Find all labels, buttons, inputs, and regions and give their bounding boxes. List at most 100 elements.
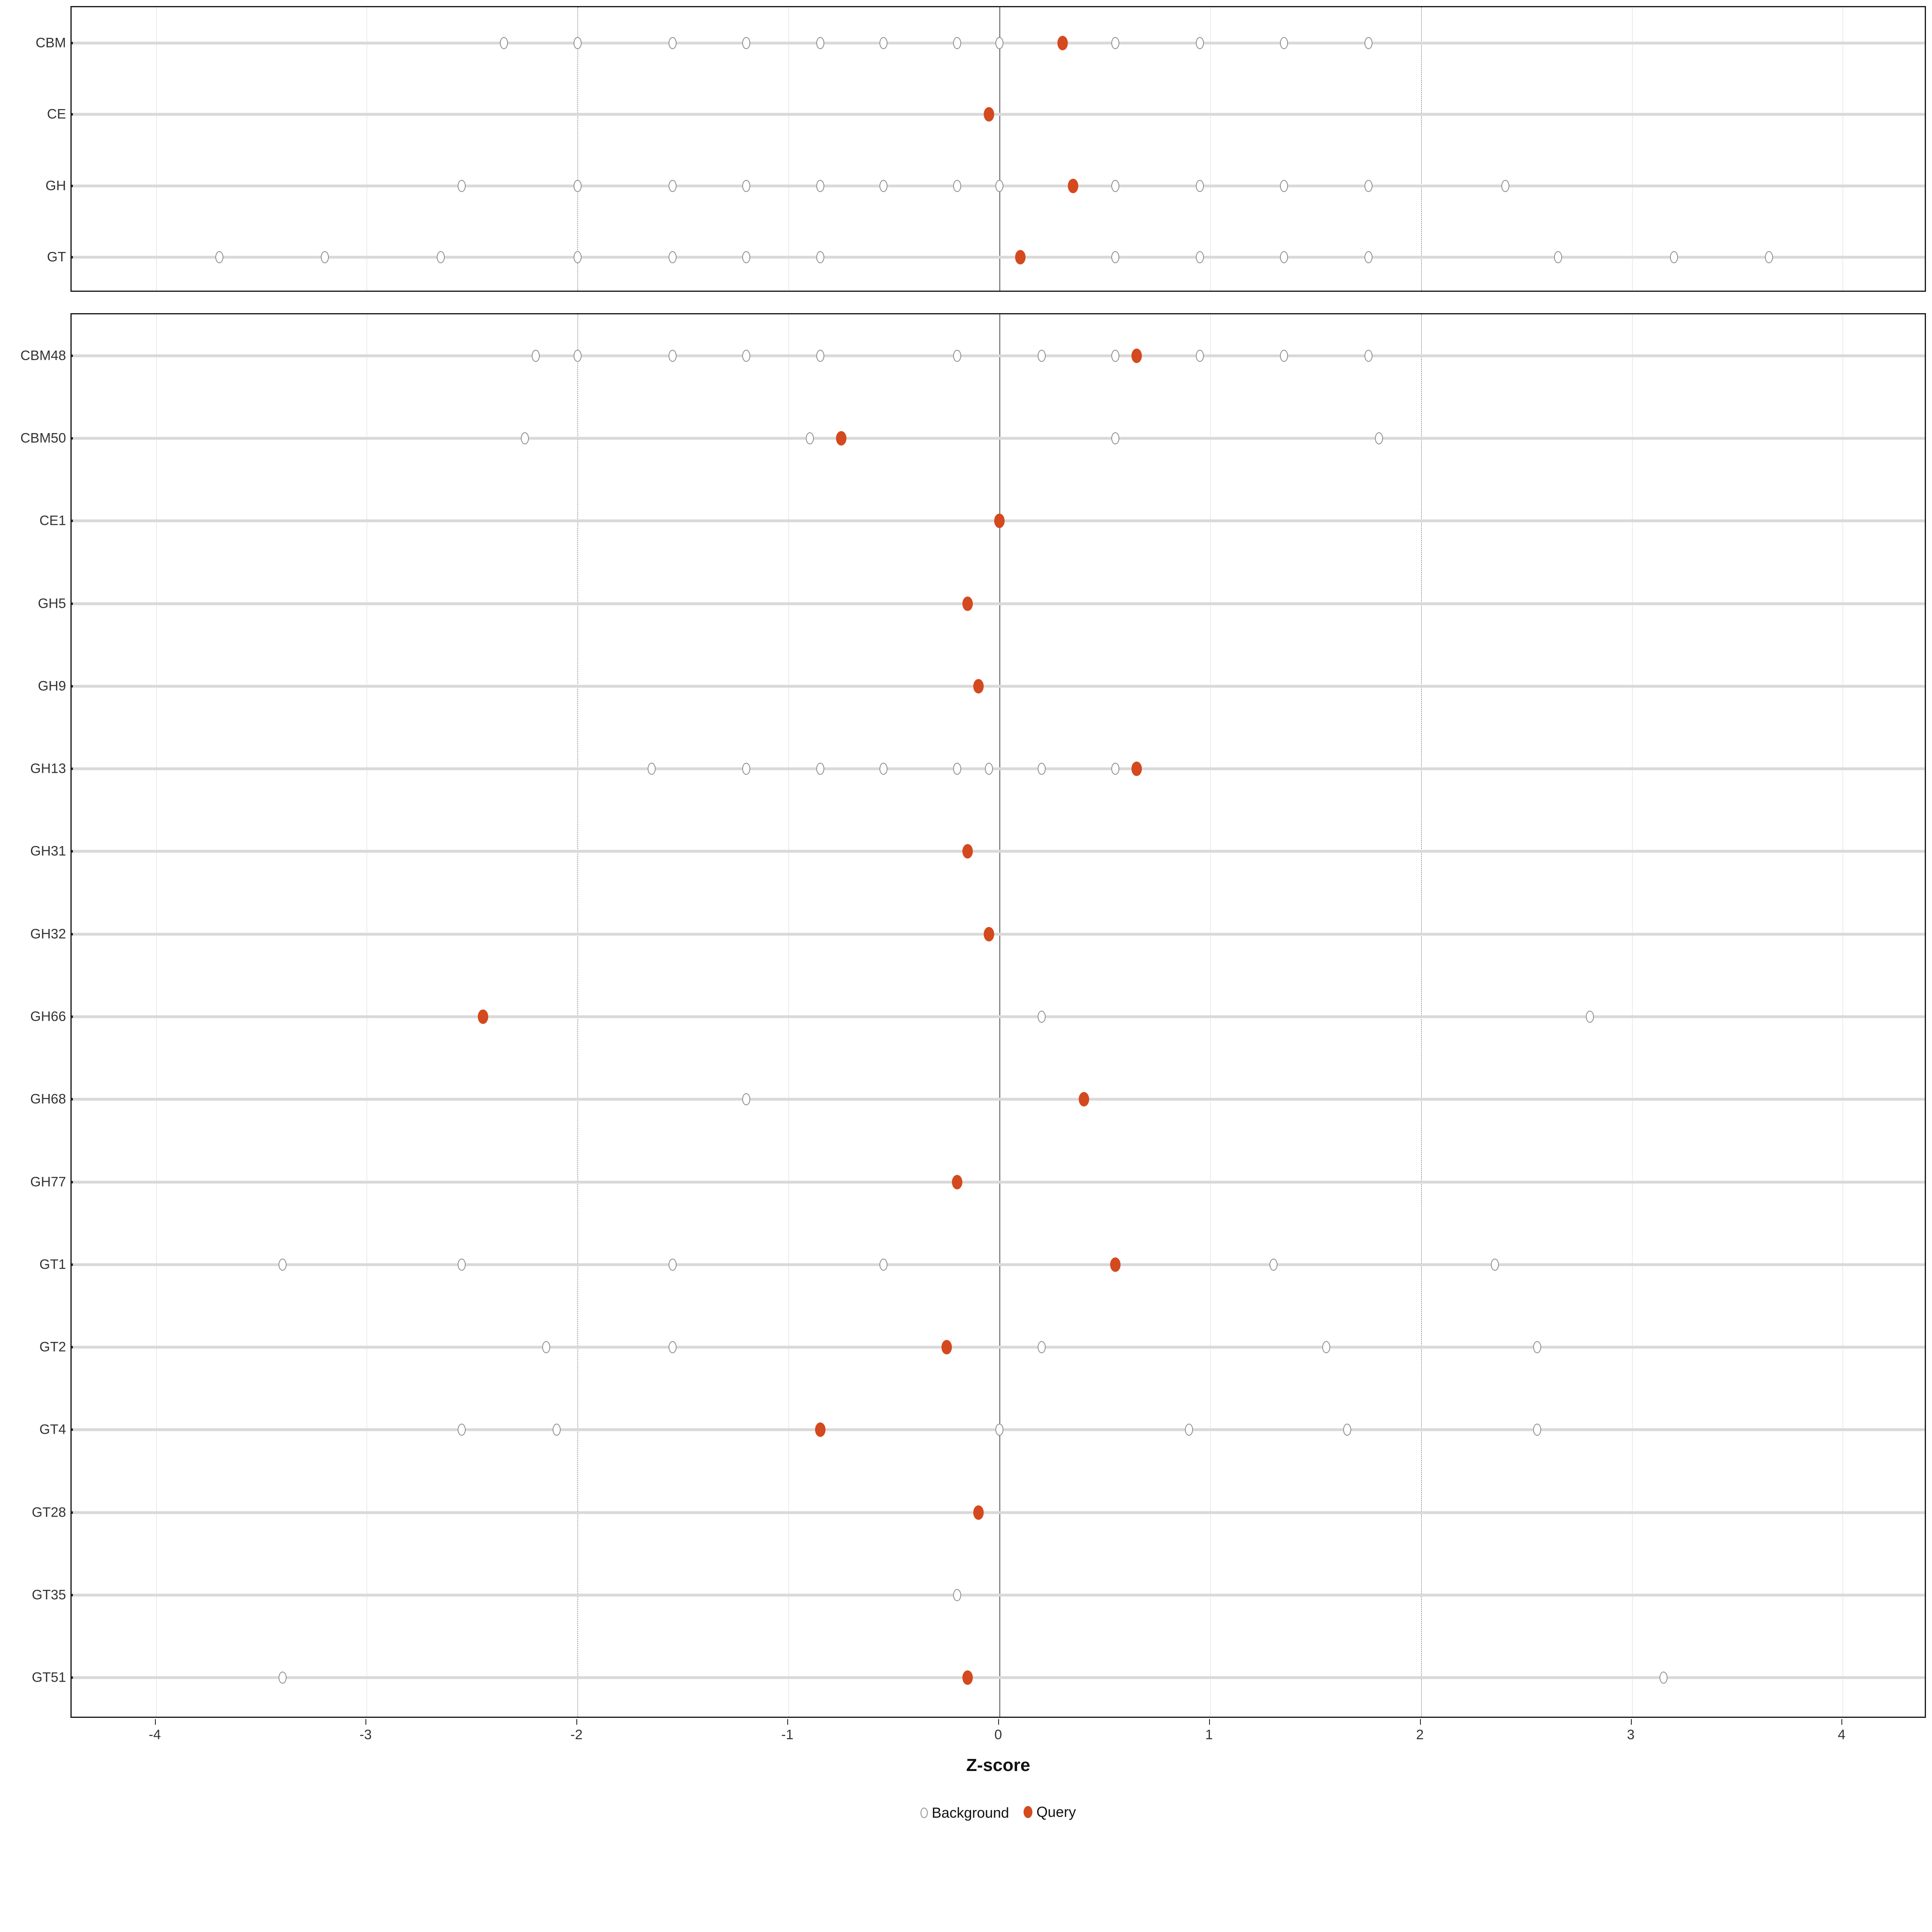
query-point-GH5-0[interactable] [962, 597, 973, 611]
query-point-CBM-0[interactable] [1057, 36, 1068, 50]
background-point-GT35-0[interactable] [953, 1589, 961, 1601]
background-point-CBM-6[interactable] [953, 37, 961, 49]
background-point-GT4-3[interactable] [1185, 1424, 1193, 1436]
background-point-CBM50-3[interactable] [1375, 432, 1383, 444]
background-point-GT-2[interactable] [437, 251, 445, 263]
query-point-GH77-0[interactable] [952, 1175, 962, 1189]
query-point-GT28-0[interactable] [973, 1505, 984, 1520]
background-point-GH68-0[interactable] [742, 1093, 750, 1105]
background-point-CBM48-7[interactable] [1111, 350, 1119, 362]
background-point-GH13-2[interactable] [816, 763, 824, 775]
background-point-CBM50-2[interactable] [1111, 432, 1119, 444]
background-point-CBM48-9[interactable] [1280, 350, 1288, 362]
background-point-CBM50-0[interactable] [521, 432, 529, 444]
background-point-GT2-0[interactable] [542, 1341, 550, 1353]
background-point-GH13-5[interactable] [985, 763, 993, 775]
background-point-CBM-2[interactable] [669, 37, 677, 49]
background-point-CBM-5[interactable] [879, 37, 888, 49]
background-point-GH-0[interactable] [458, 180, 466, 192]
query-point-CE1-0[interactable] [994, 514, 1005, 528]
background-point-GH13-6[interactable] [1038, 763, 1046, 775]
background-point-CBM-1[interactable] [574, 37, 582, 49]
background-point-GT-0[interactable] [215, 251, 223, 263]
background-point-GT-11[interactable] [1554, 251, 1562, 263]
background-point-CBM-8[interactable] [1111, 37, 1119, 49]
background-point-GH-1[interactable] [574, 180, 582, 192]
background-point-GH-4[interactable] [816, 180, 824, 192]
background-point-GT1-1[interactable] [458, 1259, 466, 1271]
query-point-GT1-0[interactable] [1110, 1257, 1121, 1272]
background-point-CBM48-8[interactable] [1196, 350, 1204, 362]
background-point-GH-3[interactable] [742, 180, 750, 192]
query-point-GH68-0[interactable] [1079, 1092, 1089, 1106]
background-point-GH-5[interactable] [879, 180, 888, 192]
background-point-GT4-0[interactable] [458, 1424, 466, 1436]
background-point-CBM48-4[interactable] [816, 350, 824, 362]
background-point-CBM50-1[interactable] [806, 432, 814, 444]
background-point-GH-12[interactable] [1501, 180, 1509, 192]
background-point-CBM48-2[interactable] [669, 350, 677, 362]
query-point-GT2-0[interactable] [941, 1340, 952, 1354]
background-point-GT51-1[interactable] [1660, 1672, 1668, 1684]
background-point-CBM48-1[interactable] [574, 350, 582, 362]
background-point-GT1-0[interactable] [279, 1259, 287, 1271]
query-point-GT4-0[interactable] [815, 1422, 826, 1437]
query-point-GH31-0[interactable] [962, 844, 973, 859]
background-point-GH13-1[interactable] [742, 763, 750, 775]
background-point-GT-4[interactable] [669, 251, 677, 263]
query-point-GT-0[interactable] [1015, 250, 1026, 264]
background-point-CBM48-5[interactable] [953, 350, 961, 362]
background-point-GT4-1[interactable] [553, 1424, 561, 1436]
query-point-CBM50-0[interactable] [836, 431, 846, 446]
query-point-GH9-0[interactable] [973, 679, 984, 694]
background-point-GT1-4[interactable] [1269, 1259, 1278, 1271]
background-point-GT-5[interactable] [742, 251, 750, 263]
background-point-GH13-0[interactable] [648, 763, 656, 775]
background-point-GT2-1[interactable] [669, 1341, 677, 1353]
background-point-GT-7[interactable] [1111, 251, 1119, 263]
background-point-GT-6[interactable] [816, 251, 824, 263]
legend-item-background[interactable]: Background [921, 1804, 1009, 1821]
background-point-GT2-2[interactable] [1038, 1341, 1046, 1353]
query-point-GH13-0[interactable] [1131, 762, 1142, 776]
background-point-CBM48-3[interactable] [742, 350, 750, 362]
background-point-GT1-2[interactable] [669, 1259, 677, 1271]
background-point-GH13-3[interactable] [879, 763, 888, 775]
query-point-CE-0[interactable] [984, 107, 994, 122]
background-point-CBM48-6[interactable] [1038, 350, 1046, 362]
background-point-GT-13[interactable] [1765, 251, 1773, 263]
background-point-GH13-4[interactable] [953, 763, 961, 775]
background-point-CBM48-0[interactable] [532, 350, 540, 362]
background-point-GH-2[interactable] [669, 180, 677, 192]
background-point-GT4-2[interactable] [995, 1424, 1003, 1436]
background-point-GH13-7[interactable] [1111, 763, 1119, 775]
background-point-GT1-5[interactable] [1491, 1259, 1499, 1271]
background-point-CBM-0[interactable] [500, 37, 508, 49]
background-point-GT51-0[interactable] [279, 1672, 287, 1684]
query-point-GT51-0[interactable] [962, 1670, 973, 1685]
background-point-GH-7[interactable] [995, 180, 1003, 192]
background-point-GH-10[interactable] [1280, 180, 1288, 192]
background-point-CBM-3[interactable] [742, 37, 750, 49]
background-point-GH66-1[interactable] [1586, 1011, 1594, 1023]
background-point-GT2-3[interactable] [1322, 1341, 1330, 1353]
background-point-GT4-5[interactable] [1533, 1424, 1541, 1436]
background-point-CBM-7[interactable] [995, 37, 1003, 49]
background-point-GH-6[interactable] [953, 180, 961, 192]
background-point-CBM-9[interactable] [1196, 37, 1204, 49]
background-point-GT-3[interactable] [574, 251, 582, 263]
background-point-CBM48-10[interactable] [1364, 350, 1373, 362]
background-point-GT-12[interactable] [1670, 251, 1678, 263]
background-point-GT2-4[interactable] [1533, 1341, 1541, 1353]
legend-item-query[interactable]: Query [1024, 1804, 1076, 1821]
background-point-CBM-4[interactable] [816, 37, 824, 49]
query-point-GH66-0[interactable] [478, 1009, 488, 1024]
background-point-GT4-4[interactable] [1343, 1424, 1351, 1436]
background-point-GH-8[interactable] [1111, 180, 1119, 192]
background-point-GH-11[interactable] [1364, 180, 1373, 192]
background-point-GT-1[interactable] [321, 251, 329, 263]
background-point-GH-9[interactable] [1196, 180, 1204, 192]
query-point-CBM48-0[interactable] [1131, 349, 1142, 363]
query-point-GH32-0[interactable] [984, 927, 994, 941]
background-point-CBM-11[interactable] [1364, 37, 1373, 49]
